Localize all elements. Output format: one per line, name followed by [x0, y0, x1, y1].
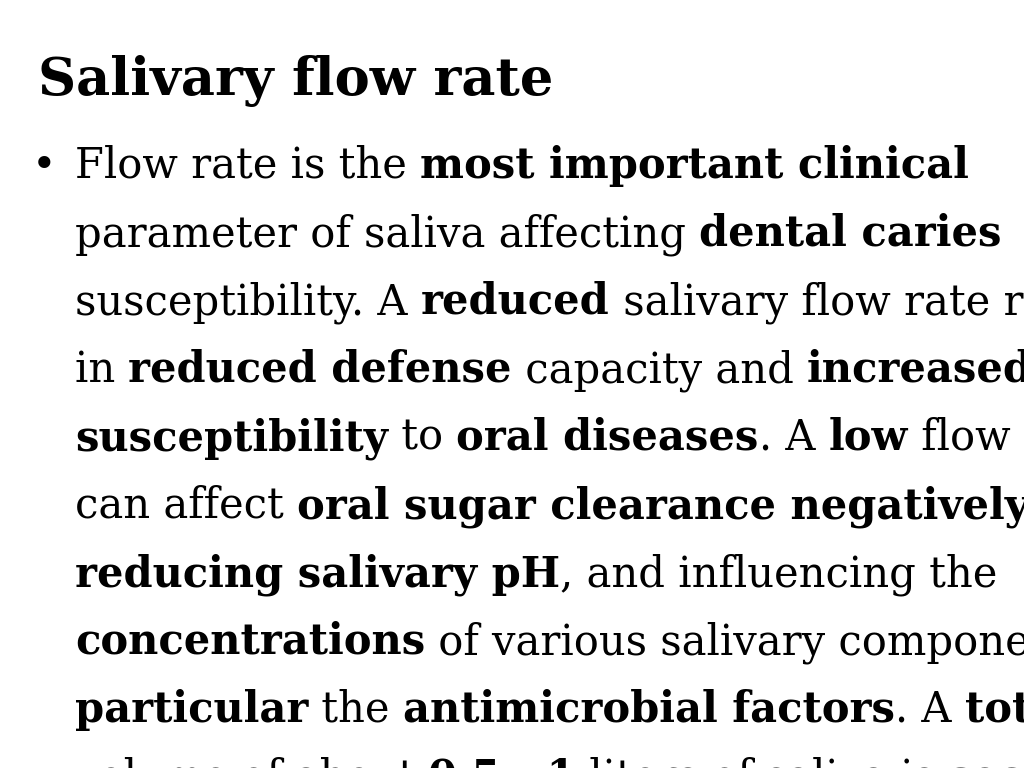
Text: increased: increased [807, 349, 1024, 391]
Text: reduced defense: reduced defense [128, 349, 512, 391]
Text: total: total [965, 689, 1024, 731]
Text: capacity and: capacity and [512, 349, 807, 392]
Text: flow rate: flow rate [907, 417, 1024, 459]
Text: , and influencing the: , and influencing the [560, 553, 997, 595]
Text: Salivary flow rate: Salivary flow rate [38, 55, 553, 107]
Text: particular: particular [75, 689, 308, 731]
Text: parameter of saliva affecting: parameter of saliva affecting [75, 213, 699, 256]
Text: . A: . A [759, 417, 828, 459]
Text: of various salivary components: of various salivary components [425, 621, 1024, 664]
Text: Flow rate is the: Flow rate is the [75, 145, 420, 187]
Text: can affect: can affect [75, 485, 297, 527]
Text: secreted: secreted [948, 757, 1024, 768]
Text: oral sugar clearance negatively: oral sugar clearance negatively [297, 485, 1024, 528]
Text: the: the [308, 689, 403, 731]
Text: oral diseases: oral diseases [457, 417, 759, 459]
Text: reducing salivary pH: reducing salivary pH [75, 553, 560, 595]
Text: in: in [75, 349, 128, 391]
Text: susceptibility: susceptibility [75, 417, 388, 459]
Text: volume of about: volume of about [75, 757, 428, 768]
Text: . A: . A [895, 689, 965, 731]
Text: 0.5 - 1: 0.5 - 1 [428, 757, 575, 768]
Text: antimicrobial factors: antimicrobial factors [403, 689, 895, 731]
Text: dental caries: dental caries [699, 213, 1001, 255]
Text: susceptibility. A: susceptibility. A [75, 281, 421, 323]
Text: low: low [828, 417, 907, 459]
Text: liters of saliva is: liters of saliva is [575, 757, 948, 768]
Text: to: to [388, 417, 457, 459]
Text: most important clinical: most important clinical [420, 145, 969, 187]
Text: concentrations: concentrations [75, 621, 425, 663]
Text: reduced: reduced [421, 281, 609, 323]
Text: salivary flow rate results: salivary flow rate results [609, 281, 1024, 323]
Text: •: • [32, 145, 56, 187]
